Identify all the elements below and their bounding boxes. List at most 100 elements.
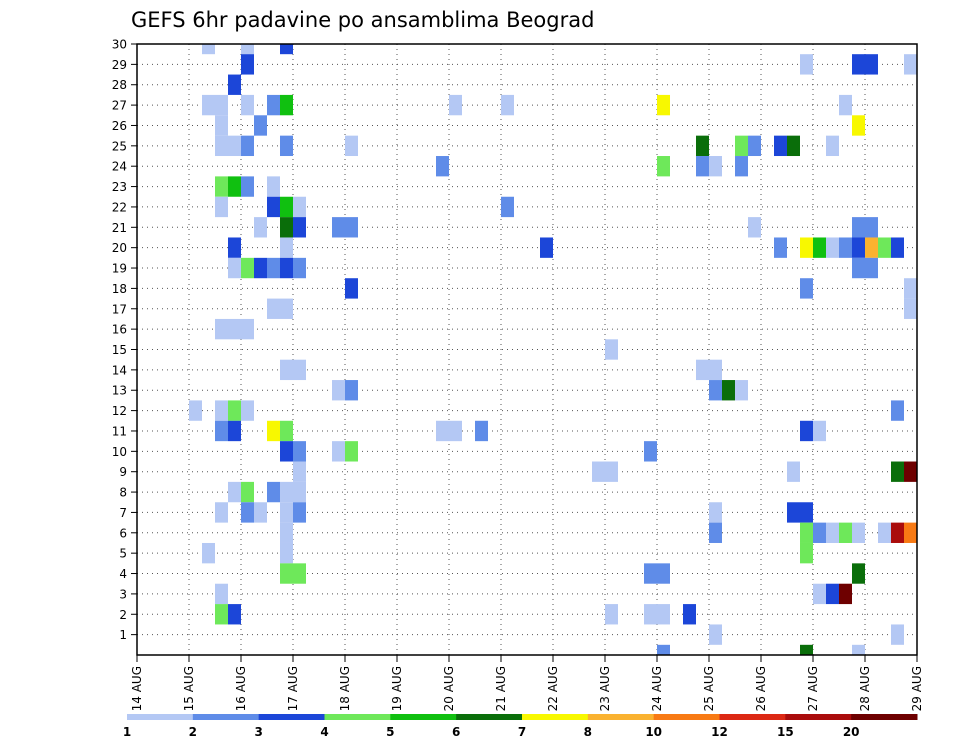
heatmap-cell: [332, 380, 345, 401]
heatmap-cell: [605, 339, 618, 360]
heatmap-cell: [800, 237, 813, 258]
heatmap-cell: [280, 481, 293, 503]
heatmap-cell: [280, 420, 293, 442]
heatmap-cell: [241, 176, 254, 197]
heatmap-cell: [241, 257, 254, 279]
heatmap-cell: [709, 380, 722, 401]
heatmap-cell: [293, 257, 306, 279]
colorbar-label: 12: [711, 725, 728, 739]
y-tick-label: 12: [112, 404, 127, 418]
heatmap-cell: [657, 156, 670, 177]
heatmap-cell: [826, 522, 839, 543]
heatmap-cell: [228, 237, 241, 258]
heatmap-cell: [852, 237, 865, 258]
x-tick-label: 15 AUG: [182, 666, 196, 711]
heatmap-cell: [813, 420, 826, 442]
heatmap-cell: [800, 502, 813, 523]
heatmap-cell: [241, 44, 254, 55]
heatmap-cell: [800, 522, 813, 543]
heatmap-cell: [228, 135, 241, 157]
x-tick-label: 16 AUG: [234, 666, 248, 711]
x-tick-label: 24 AUG: [650, 666, 664, 711]
colorbar-swatch: [851, 714, 918, 720]
y-tick-label: 26: [112, 119, 127, 133]
y-tick-label: 2: [119, 608, 127, 622]
x-tick-label: 19 AUG: [390, 666, 404, 711]
y-tick-label: 29: [112, 58, 127, 72]
heatmap-cell: [709, 624, 722, 645]
heatmap-cell: [280, 522, 293, 543]
heatmap-cell: [696, 359, 709, 381]
x-tick-label: 25 AUG: [702, 666, 716, 711]
heatmap-cell: [293, 502, 306, 523]
heatmap-cell: [267, 176, 280, 197]
heatmap-cell: [228, 318, 241, 340]
colorbar-label: 15: [777, 725, 794, 739]
heatmap-cell: [709, 502, 722, 523]
y-tick-label: 10: [112, 445, 127, 459]
heatmap-cell: [787, 135, 800, 157]
heatmap-cell: [891, 237, 904, 258]
heatmap-cell: [228, 481, 241, 503]
x-axis: 14 AUG 15 AUG 16 AUG 17 AUG 18 AUG 19 AUG 20 A…: [130, 655, 924, 711]
heatmap-cell: [722, 380, 735, 401]
heatmap-cell: [826, 583, 839, 605]
y-tick-label: 3: [119, 587, 127, 601]
heatmap-cell: [865, 237, 878, 258]
heatmap-cell: [800, 542, 813, 564]
heatmap-cell: [267, 196, 280, 218]
heatmap-cell: [878, 522, 891, 543]
heatmap-cell: [241, 318, 254, 340]
colorbar-label: 8: [584, 725, 592, 739]
colorbar-label: 20: [843, 725, 860, 739]
heatmap-cell: [774, 135, 787, 157]
heatmap-cell: [852, 54, 865, 75]
heatmap-cell: [748, 217, 761, 238]
heatmap-cell: [800, 54, 813, 75]
heatmap-cell: [644, 441, 657, 462]
heatmap-cell: [345, 278, 358, 299]
y-tick-label: 7: [119, 506, 127, 520]
colorbar-label: 4: [320, 725, 328, 739]
heatmap-cell: [241, 135, 254, 157]
heatmap-cell: [280, 217, 293, 238]
heatmap-cell: [852, 644, 865, 655]
heatmap-cell: [345, 441, 358, 462]
heatmap-cell: [865, 217, 878, 238]
x-tick-label: 21 AUG: [494, 666, 508, 711]
heatmap-cell: [280, 563, 293, 584]
colorbar-swatch: [192, 714, 260, 720]
heatmap-cell: [267, 94, 280, 116]
x-tick-label: 26 AUG: [754, 666, 768, 711]
heatmap-cell: [852, 563, 865, 584]
heatmap-cell: [657, 563, 670, 584]
heatmap-cell: [293, 217, 306, 238]
colorbar-swatch: [719, 714, 786, 720]
colorbar-label: 5: [386, 725, 394, 739]
heatmap-cell: [215, 420, 228, 442]
heatmap-cell: [267, 257, 280, 279]
heatmap-cell: [241, 94, 254, 116]
colorbar-swatch: [522, 714, 589, 720]
y-tick-label: 1: [119, 628, 127, 642]
x-tick-label: 23 AUG: [598, 666, 612, 711]
heatmap-cell: [215, 604, 228, 625]
chart-title: GEFS 6hr padavine po ansamblima Beograd: [131, 8, 594, 32]
heatmap-cell: [644, 563, 657, 584]
heatmap-cell: [605, 604, 618, 625]
y-axis: 1234567891011121314151617181920212223242…: [112, 38, 137, 642]
heatmap-cell: [280, 257, 293, 279]
heatmap-cell: [332, 441, 345, 462]
heatmap-cell: [241, 54, 254, 75]
y-tick-label: 8: [119, 486, 127, 500]
heatmap-cell: [657, 644, 670, 655]
y-tick-label: 20: [112, 241, 127, 255]
heatmap-cell: [748, 135, 761, 157]
colorbar-label: 3: [254, 725, 262, 739]
heatmap-cell: [891, 522, 904, 543]
heatmap-cell: [228, 74, 241, 95]
colorbar-swatch: [127, 714, 194, 720]
heatmap-cell: [774, 237, 787, 258]
heatmap-cell: [228, 604, 241, 625]
heatmap-cell: [683, 604, 696, 625]
